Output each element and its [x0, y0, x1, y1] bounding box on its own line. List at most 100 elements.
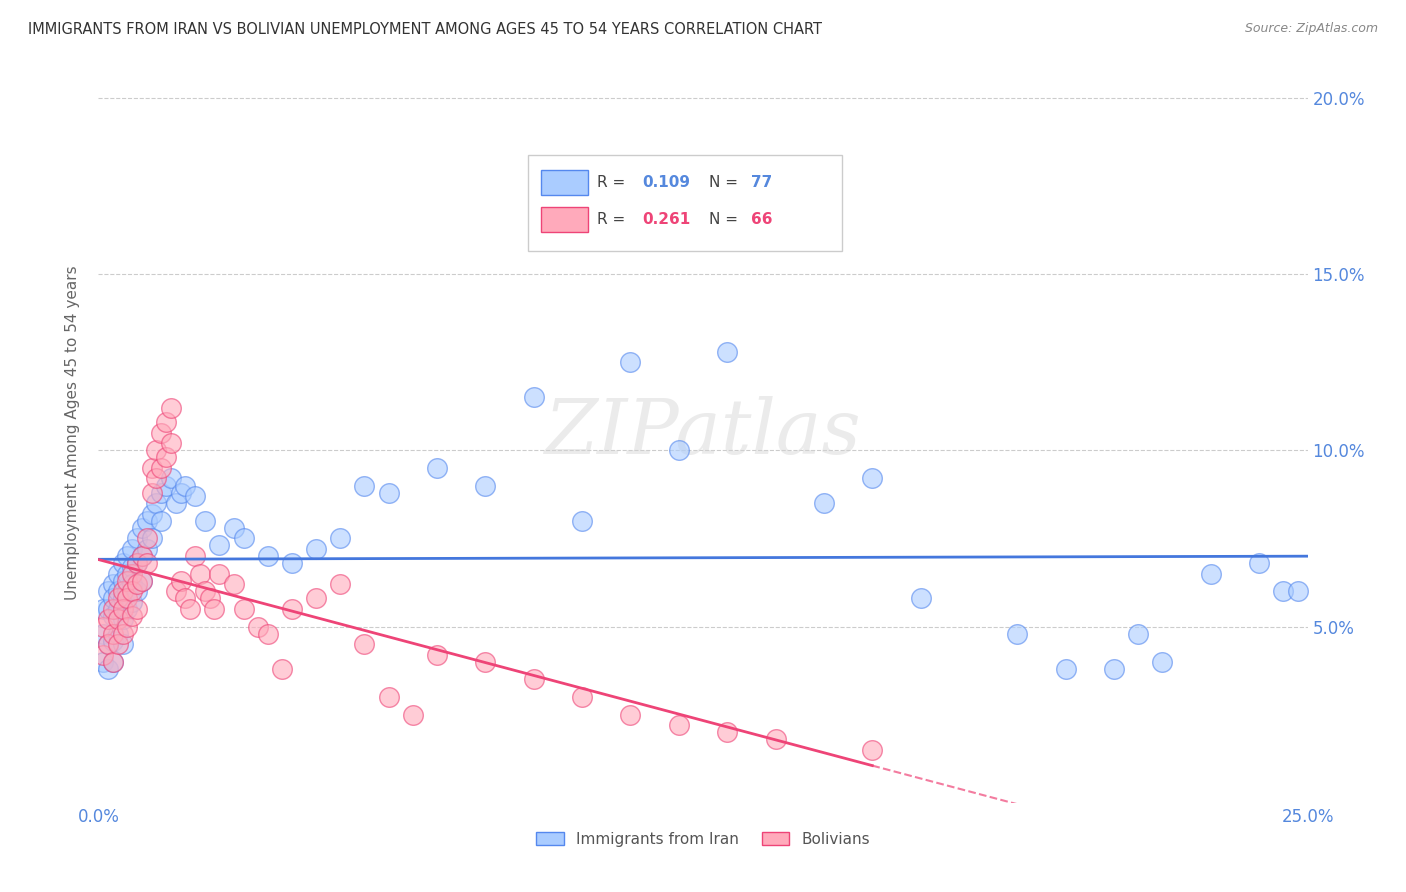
Point — [131, 549, 153, 563]
Text: 77: 77 — [751, 175, 773, 190]
Point — [111, 612, 134, 626]
Point — [1152, 655, 1174, 669]
Point — [121, 595, 143, 609]
Point — [523, 673, 546, 687]
Point — [169, 574, 191, 588]
Point — [101, 591, 124, 606]
Point — [402, 707, 425, 722]
Point — [127, 556, 149, 570]
Point — [91, 648, 114, 662]
Point — [571, 514, 593, 528]
Point — [150, 461, 173, 475]
Point — [184, 549, 207, 563]
Point — [165, 496, 187, 510]
Point — [117, 584, 139, 599]
Point — [281, 556, 304, 570]
Point — [101, 626, 124, 640]
Point — [1272, 584, 1295, 599]
Point — [111, 574, 134, 588]
Point — [117, 591, 139, 606]
Point — [101, 633, 124, 648]
Text: 0.109: 0.109 — [643, 175, 690, 190]
Point — [910, 591, 932, 606]
Point — [426, 461, 449, 475]
Text: N =: N = — [709, 212, 742, 227]
Point — [107, 602, 129, 616]
Point — [131, 521, 153, 535]
Point — [97, 662, 120, 676]
FancyBboxPatch shape — [527, 155, 842, 252]
Point — [716, 725, 738, 739]
Point — [155, 415, 177, 429]
Point — [571, 690, 593, 704]
Point — [101, 602, 124, 616]
Point — [121, 566, 143, 581]
Point — [1249, 556, 1271, 570]
Point — [101, 609, 124, 624]
Point — [111, 591, 134, 606]
Point — [107, 584, 129, 599]
Point — [91, 602, 114, 616]
Point — [208, 566, 231, 581]
FancyBboxPatch shape — [541, 169, 588, 195]
Point — [97, 602, 120, 616]
Point — [101, 655, 124, 669]
Point — [1128, 626, 1150, 640]
Point — [271, 662, 294, 676]
Point — [145, 471, 167, 485]
Point — [668, 718, 690, 732]
Point — [97, 637, 120, 651]
Text: IMMIGRANTS FROM IRAN VS BOLIVIAN UNEMPLOYMENT AMONG AGES 45 TO 54 YEARS CORRELAT: IMMIGRANTS FROM IRAN VS BOLIVIAN UNEMPLO… — [28, 22, 823, 37]
Point — [135, 556, 157, 570]
Point — [121, 541, 143, 556]
Text: N =: N = — [709, 175, 742, 190]
Point — [111, 556, 134, 570]
Point — [117, 549, 139, 563]
Point — [1007, 626, 1029, 640]
Point — [256, 626, 278, 640]
Point — [165, 584, 187, 599]
Point — [194, 514, 217, 528]
Point — [169, 485, 191, 500]
Y-axis label: Unemployment Among Ages 45 to 54 years: Unemployment Among Ages 45 to 54 years — [65, 265, 80, 600]
Point — [111, 637, 134, 651]
Point — [716, 344, 738, 359]
Point — [188, 566, 211, 581]
Point — [160, 471, 183, 485]
Point — [111, 626, 134, 640]
Point — [247, 619, 270, 633]
Point — [619, 707, 641, 722]
Point — [101, 577, 124, 591]
Point — [1199, 566, 1222, 581]
Point — [135, 541, 157, 556]
Point — [668, 443, 690, 458]
Point — [184, 489, 207, 503]
Point — [121, 584, 143, 599]
Point — [131, 574, 153, 588]
Text: R =: R = — [596, 212, 630, 227]
Point — [155, 450, 177, 465]
Text: ZIPatlas: ZIPatlas — [544, 396, 862, 469]
Point — [121, 609, 143, 624]
Point — [121, 577, 143, 591]
Point — [91, 655, 114, 669]
Point — [860, 471, 883, 485]
Point — [97, 584, 120, 599]
Point — [1286, 584, 1309, 599]
Point — [145, 443, 167, 458]
Point — [208, 538, 231, 552]
Point — [107, 626, 129, 640]
Point — [353, 637, 375, 651]
Point — [426, 648, 449, 662]
Point — [232, 602, 254, 616]
Point — [141, 461, 163, 475]
Point — [97, 637, 120, 651]
Point — [1102, 662, 1125, 676]
Point — [91, 619, 114, 633]
Text: R =: R = — [596, 175, 630, 190]
Point — [127, 602, 149, 616]
Point — [222, 577, 245, 591]
Text: Source: ZipAtlas.com: Source: ZipAtlas.com — [1244, 22, 1378, 36]
Point — [97, 612, 120, 626]
Text: 0.261: 0.261 — [643, 212, 690, 227]
